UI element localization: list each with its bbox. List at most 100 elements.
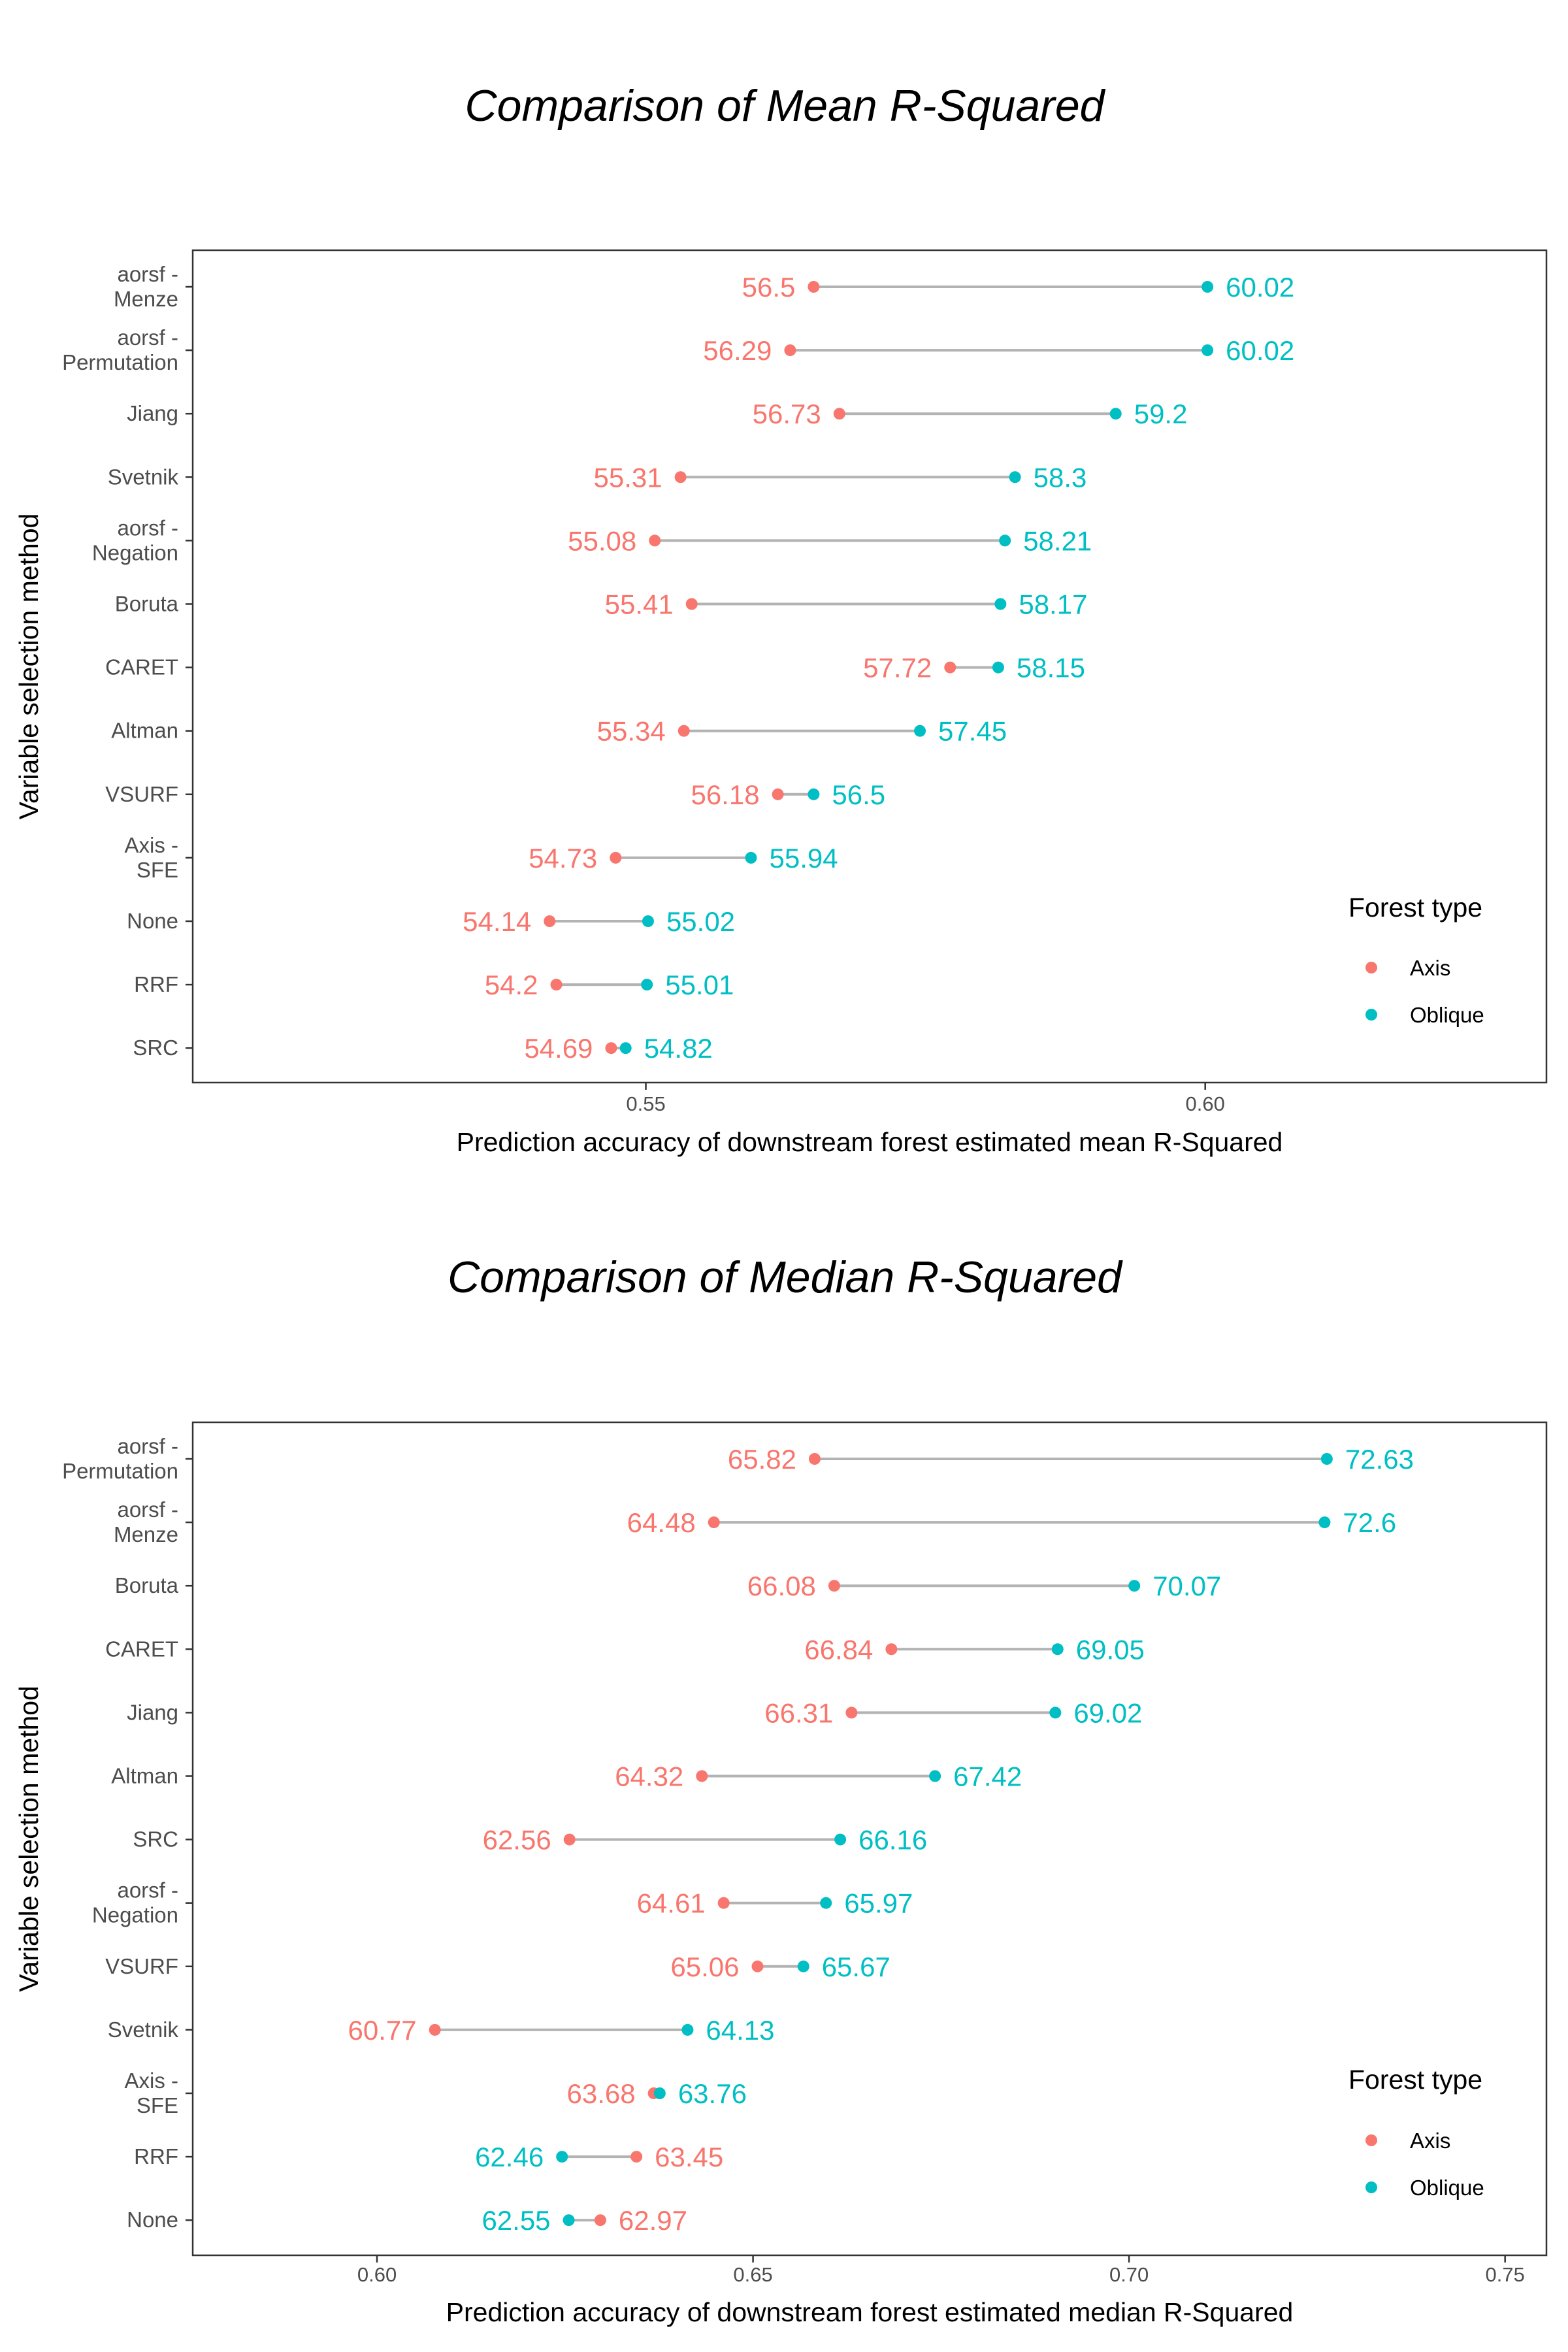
oblique-point bbox=[1051, 1643, 1064, 1656]
axis-point bbox=[674, 471, 687, 483]
oblique-value-label: 56.5 bbox=[832, 779, 885, 810]
y-tick-label: Jiang bbox=[127, 401, 178, 425]
axis-point bbox=[685, 598, 698, 610]
x-tick-label: 0.65 bbox=[733, 2263, 772, 2286]
axis-value-label: 63.45 bbox=[655, 2142, 723, 2172]
y-tick-label: Jiang bbox=[127, 1700, 178, 1724]
axis-value-label: 64.48 bbox=[627, 1507, 696, 1538]
axis-point bbox=[828, 1580, 840, 1592]
oblique-value-label: 58.3 bbox=[1034, 462, 1087, 493]
oblique-point bbox=[999, 534, 1011, 547]
legend-label: Axis bbox=[1410, 2129, 1450, 2153]
axis-point bbox=[885, 1643, 898, 1656]
y-tick-label: VSURF bbox=[105, 1954, 178, 1978]
oblique-value-label: 69.02 bbox=[1073, 1697, 1142, 1728]
axis-point bbox=[429, 2023, 441, 2036]
legend-title: Forest type bbox=[1348, 892, 1482, 923]
axis-point bbox=[944, 661, 956, 674]
x-tick-label: 0.55 bbox=[626, 1092, 665, 1115]
legend-key bbox=[1365, 1009, 1377, 1021]
axis-point bbox=[544, 915, 556, 927]
oblique-value-label: 62.55 bbox=[482, 2205, 550, 2236]
oblique-value-label: 57.45 bbox=[938, 716, 1007, 747]
x-tick-label: 0.60 bbox=[357, 2263, 397, 2286]
axis-point bbox=[717, 1897, 730, 1909]
y-tick-label: CARET bbox=[105, 655, 178, 679]
y-tick-label: Svetnik bbox=[108, 2017, 179, 2042]
axis-point bbox=[808, 1453, 821, 1465]
y-tick-label: RRF bbox=[134, 2144, 178, 2168]
oblique-point bbox=[929, 1770, 941, 1782]
y-tick-label: aorsf -Menze bbox=[114, 1497, 178, 1546]
y-tick-label: Altman bbox=[111, 1764, 178, 1788]
axis-point bbox=[605, 1042, 617, 1054]
median-r-squared-chart: Comparison of Median R-Squared 0.60 0.65 0.… bbox=[14, 1252, 1548, 2327]
axis-value-label: 64.32 bbox=[615, 1761, 683, 1792]
legend-key bbox=[1365, 2181, 1377, 2193]
axis-value-label: 54.73 bbox=[529, 843, 597, 874]
axis-value-label: 65.06 bbox=[670, 1952, 739, 1982]
y-tick-label: None bbox=[127, 909, 178, 933]
axis-point bbox=[784, 344, 796, 357]
axis-value-label: 66.08 bbox=[747, 1571, 816, 1601]
legend-label: Oblique bbox=[1410, 2176, 1484, 2200]
oblique-point bbox=[1009, 471, 1021, 483]
oblique-value-label: 58.21 bbox=[1023, 525, 1092, 556]
axis-value-label: 55.31 bbox=[593, 462, 662, 493]
oblique-value-label: 69.05 bbox=[1076, 1634, 1145, 1665]
oblique-value-label: 64.13 bbox=[706, 2015, 774, 2046]
axis-point bbox=[594, 2214, 606, 2227]
oblique-value-label: 59.2 bbox=[1134, 399, 1188, 429]
axis-value-label: 63.68 bbox=[567, 2078, 636, 2109]
y-tick-label: Boruta bbox=[115, 592, 179, 616]
oblique-value-label: 66.16 bbox=[858, 1825, 927, 1855]
oblique-point bbox=[914, 725, 926, 737]
oblique-point bbox=[1318, 1516, 1331, 1529]
axis-value-label: 64.61 bbox=[637, 1888, 706, 1919]
axis-value-label: 56.18 bbox=[691, 779, 759, 810]
y-tick-label: SRC bbox=[133, 1036, 178, 1060]
axis-value-label: 55.41 bbox=[605, 589, 674, 620]
axis-value-label: 56.29 bbox=[703, 335, 772, 366]
chart-title: Comparison of Mean R-Squared bbox=[465, 81, 1106, 131]
y-tick-label: aorsf -Negation bbox=[92, 1878, 178, 1927]
axis-point bbox=[751, 1960, 764, 1972]
y-tick-label: Axis -SFE bbox=[125, 833, 179, 882]
legend: Forest type Axis Oblique bbox=[1348, 892, 1484, 1027]
y-tick-label: Svetnik bbox=[108, 465, 179, 489]
y-axis-title: Variable selection method bbox=[14, 514, 44, 820]
axis-point bbox=[833, 408, 845, 420]
oblique-point bbox=[745, 851, 757, 864]
x-axis-title: Prediction accuracy of downstream forest… bbox=[446, 2297, 1294, 2327]
oblique-point bbox=[808, 788, 820, 800]
y-tick-label: aorsf -Menze bbox=[114, 262, 178, 311]
mean-r-squared-chart: Comparison of Mean R-Squared 0.55 0.60 Pred… bbox=[14, 81, 1548, 1157]
oblique-value-label: 65.67 bbox=[822, 1952, 890, 1982]
oblique-value-label: 72.6 bbox=[1343, 1507, 1396, 1538]
oblique-point bbox=[1320, 1453, 1333, 1465]
y-tick-label: Axis -SFE bbox=[125, 2068, 179, 2117]
axis-value-label: 57.72 bbox=[863, 653, 932, 683]
oblique-point bbox=[641, 979, 653, 991]
x-tick-label: 0.70 bbox=[1109, 2263, 1149, 2286]
oblique-point bbox=[642, 915, 654, 927]
oblique-value-label: 70.07 bbox=[1152, 1571, 1221, 1601]
legend-label: Oblique bbox=[1410, 1003, 1484, 1027]
oblique-point bbox=[563, 2214, 575, 2227]
oblique-value-label: 63.76 bbox=[678, 2078, 747, 2109]
axis-value-label: 54.2 bbox=[485, 970, 538, 1000]
axis-point bbox=[845, 1707, 858, 1719]
legend: Forest type Axis Oblique bbox=[1348, 2065, 1484, 2200]
oblique-point bbox=[619, 1042, 632, 1054]
oblique-value-label: 62.46 bbox=[475, 2142, 544, 2172]
axis-value-label: 65.82 bbox=[728, 1444, 796, 1475]
legend-key bbox=[1365, 2134, 1377, 2146]
oblique-point bbox=[1109, 408, 1122, 420]
x-tick-label: 0.60 bbox=[1186, 1092, 1225, 1115]
axis-point bbox=[563, 1833, 576, 1846]
axis-value-label: 54.14 bbox=[463, 906, 531, 937]
oblique-point bbox=[1049, 1707, 1062, 1719]
y-tick-label: CARET bbox=[105, 1637, 178, 1661]
oblique-point bbox=[681, 2023, 694, 2036]
